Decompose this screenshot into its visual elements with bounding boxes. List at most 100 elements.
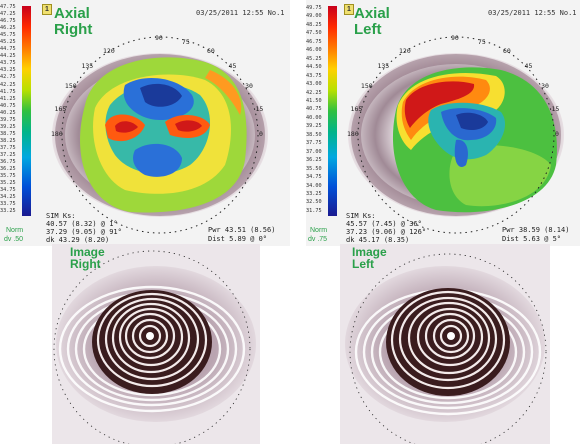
right-norm-label: Norm: [6, 227, 24, 234]
topo-blue-tail: [454, 139, 468, 168]
left-map-title-eye: Left: [354, 21, 382, 38]
scale-tick-label: 45.25: [306, 55, 322, 62]
right-image-eye: Right: [70, 257, 101, 271]
topo-red-right: [175, 120, 202, 132]
left-placido-image: [340, 244, 550, 444]
scale-tick-label: 45.75: [0, 32, 16, 39]
right-sim-k-avg: dk 43.29 (8.20): [46, 236, 110, 244]
scale-tick-label: 44.50: [306, 64, 322, 71]
right-placido-image: [52, 244, 260, 444]
degree-label: 165: [54, 105, 67, 114]
scale-tick-label: 44.75: [0, 46, 16, 53]
scale-tick-label: 41.75: [0, 88, 16, 95]
scale-tick-label: 42.25: [0, 81, 16, 88]
degree-label: 0: [259, 130, 263, 138]
degree-label: 135: [377, 62, 390, 71]
scale-tick-label: 35.50: [306, 165, 322, 172]
degree-label: 45: [524, 62, 533, 71]
degree-label: 165: [350, 105, 363, 114]
left-sim-k-steep: 37.23 (9.06) @ 126°: [346, 228, 427, 236]
degree-label: 60: [207, 47, 215, 56]
topo-light-green: [449, 145, 551, 207]
left-distance: Dist 5.63 @ 5°: [502, 235, 562, 243]
degree-label: 90: [155, 34, 163, 43]
scale-tick-label: 42.75: [0, 74, 16, 81]
topo-red: [404, 81, 475, 128]
scale-tick-label: 44.25: [0, 53, 16, 60]
scale-tick-label: 37.25: [0, 151, 16, 158]
scale-tick-label: 31.75: [306, 207, 322, 214]
degree-label: 15: [551, 105, 560, 114]
topo-blue-upper-dark: [140, 83, 182, 107]
scale-tick-label: 36.25: [0, 166, 16, 173]
topo-orange-rim: [205, 70, 242, 115]
scale-tick-label: 38.25: [0, 137, 16, 144]
scale-tick-label: 45.25: [0, 39, 16, 46]
scale-tick-label: 49.75: [306, 5, 322, 11]
scale-tick-label: 41.25: [0, 95, 16, 102]
degree-label: 120: [103, 47, 115, 56]
degree-label: 15: [255, 105, 264, 114]
right-map-title-axial: Axial: [54, 5, 90, 22]
right-scale-ticks: 47.75 47.25 46.75 46.25 45.75 45.25 44.75 44.25…: [0, 4, 22, 215]
left-norm-label: Norm: [310, 227, 328, 234]
left-sim-k-avg: dk 45.17 (8.35): [346, 236, 410, 244]
placido-rings-inner: [390, 290, 506, 390]
left-axial-map: [348, 36, 564, 234]
left-power: Pwr 38.59 (8.14): [502, 226, 570, 234]
right-map-badge[interactable]: 1: [42, 4, 52, 15]
topo-blue-lower: [133, 143, 182, 177]
degree-label: 150: [64, 82, 77, 91]
scale-tick-label: 39.25: [306, 123, 322, 130]
scale-tick-label: 46.75: [306, 38, 322, 45]
scale-tick-label: 33.75: [0, 201, 16, 208]
scale-tick-label: 37.00: [306, 148, 322, 155]
scale-tick-label: 38.75: [0, 130, 16, 137]
scale-tick-label: 36.25: [306, 157, 322, 164]
scale-tick-label: 47.50: [306, 30, 322, 37]
degree-label: 0: [555, 130, 559, 138]
topo-red-left: [115, 121, 138, 133]
scale-tick-label: 40.75: [306, 106, 322, 113]
left-map-badge[interactable]: 1: [344, 4, 354, 15]
degree-label: 60: [503, 47, 511, 56]
left-color-scale: 49.75 49.00 48.25 47.50 46.75 46.00 45.25 44.50…: [306, 4, 346, 219]
left-image-eye: Left: [352, 257, 374, 271]
scale-tick-label: 43.75: [306, 72, 322, 79]
left-sim-k-flat: 45.57 (7.45) @ 36°: [346, 220, 422, 228]
scale-tick-label: 37.75: [0, 144, 16, 151]
scale-tick-label: 46.00: [306, 47, 322, 54]
scale-tick-label: 46.25: [0, 25, 16, 32]
degree-label: 75: [181, 37, 190, 46]
scale-tick-label: 41.50: [306, 97, 322, 104]
right-color-scale: 47.75 47.25 46.75 46.25 45.75 45.25 44.75 44.25…: [0, 4, 40, 219]
degree-label: 45: [228, 62, 237, 71]
scale-tick-label: 43.25: [0, 67, 16, 74]
degree-ring: [357, 36, 555, 234]
degree-label: 135: [81, 62, 94, 71]
scale-tick-label: 38.50: [306, 131, 322, 138]
right-axial-map: [52, 36, 268, 234]
right-distance: Dist 5.89 @ 0°: [208, 235, 268, 243]
scale-tick-label: 33.25: [0, 208, 16, 215]
scale-tick-label: 34.75: [0, 187, 16, 194]
degree-label: 120: [399, 47, 411, 56]
scale-tick-label: 35.25: [0, 180, 16, 187]
degree-label: 75: [477, 37, 486, 46]
right-image-title: Image: [70, 245, 105, 259]
scale-tick-label: 42.25: [306, 89, 322, 96]
scale-tick-label: 40.75: [0, 102, 16, 109]
scale-tick-label: 34.00: [306, 182, 322, 189]
degree-ring: [349, 253, 547, 444]
scale-tick-label: 35.75: [0, 173, 16, 180]
degree-label: 30: [245, 82, 253, 91]
left-scale-bar: [328, 6, 337, 216]
left-map-timestamp: 03/25/2011 12:55 No.1: [488, 9, 577, 17]
left-sim-k-title: SIM Ks:: [346, 212, 376, 220]
right-axial-map-panel: 47.75 47.25 46.75 46.25 45.75 45.25 44.75 44.25…: [0, 0, 290, 246]
scale-tick-label: 43.75: [0, 60, 16, 67]
scale-tick-label: 33.25: [306, 190, 322, 197]
left-map-title-axial: Axial: [354, 5, 390, 22]
left-scale-ticks: 49.75 49.00 48.25 47.50 46.75 46.00 45.25 44.50…: [306, 4, 328, 215]
scale-tick-label: 48.25: [306, 21, 322, 28]
